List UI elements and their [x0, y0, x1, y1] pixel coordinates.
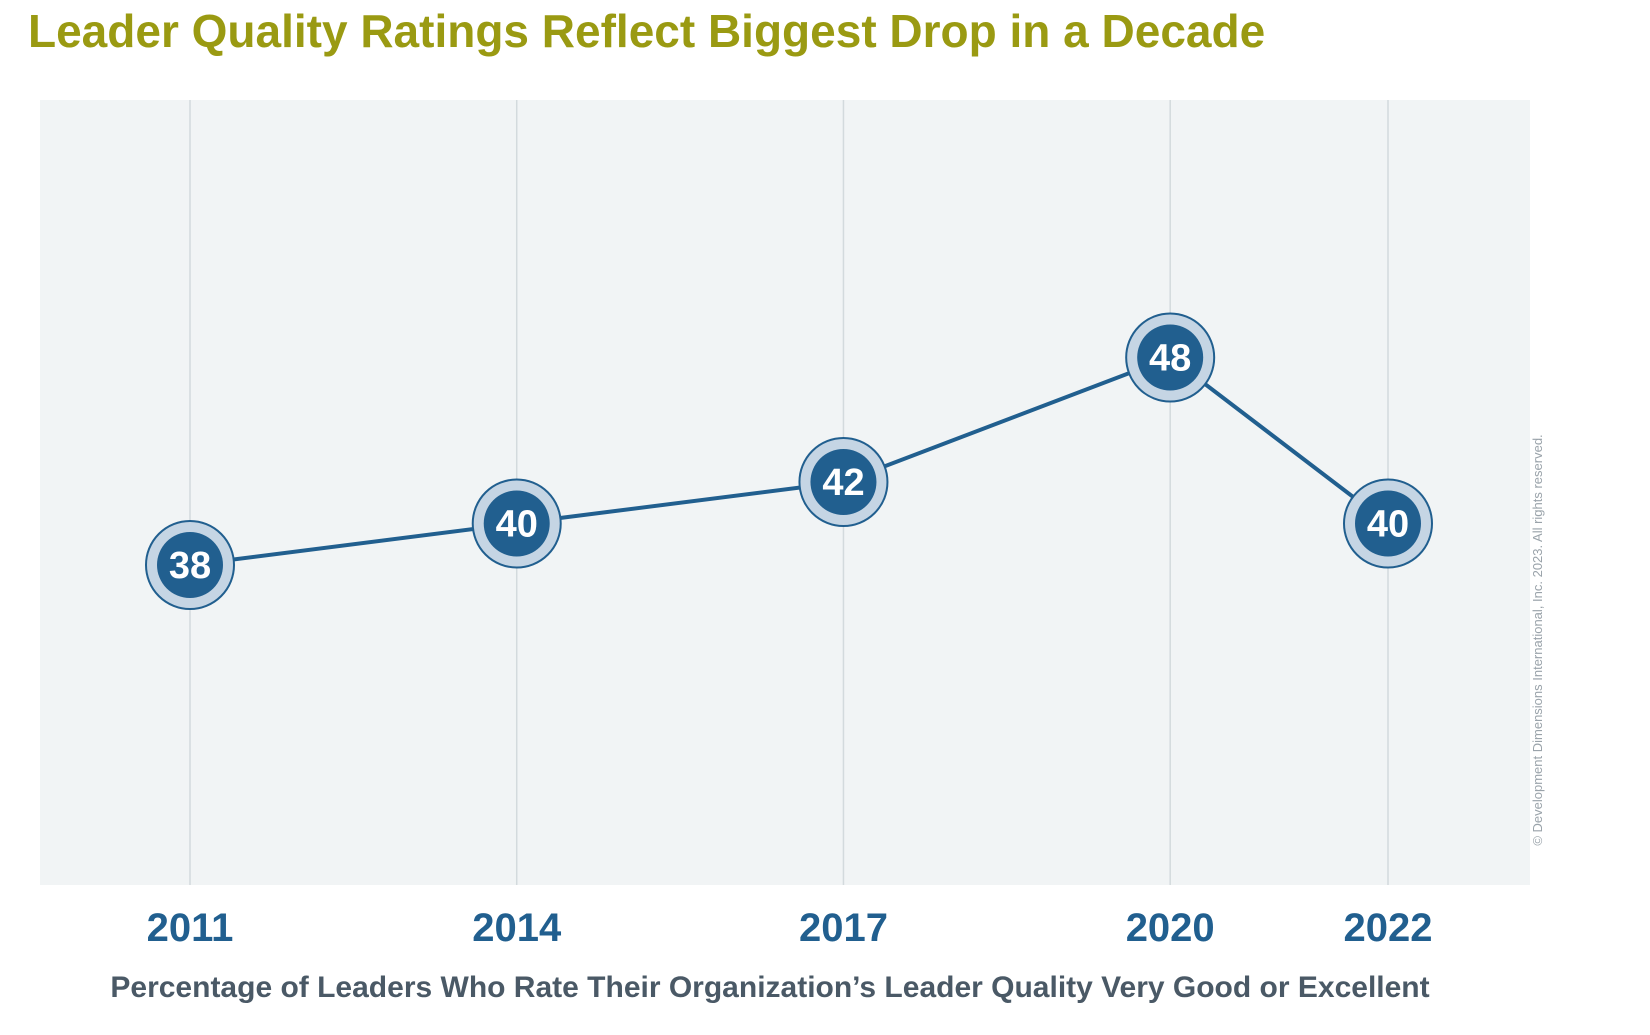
marker-dot — [810, 449, 877, 515]
data-point-2014: 40 — [471, 478, 562, 569]
x-tick-label-2020: 2020 — [1126, 906, 1215, 950]
copyright-notice: © Development Dimensions International, … — [1530, 434, 1545, 846]
data-label: 48 — [1149, 338, 1191, 380]
x-tick-label-2011: 2011 — [147, 906, 234, 950]
data-label: 42 — [822, 462, 864, 504]
data-point-2020: 48 — [1125, 312, 1216, 403]
line-chart: 38 40 42 48 40 2011 2014 2017 2020 2022 — [40, 100, 1530, 950]
x-tick-label-2022: 2022 — [1344, 906, 1433, 950]
plot-background — [40, 100, 1530, 885]
x-tick-label-2014: 2014 — [472, 906, 562, 950]
x-tick-label-2017: 2017 — [799, 906, 888, 950]
chart-title: Leader Quality Ratings Reflect Biggest D… — [28, 5, 1266, 57]
data-label: 38 — [169, 545, 211, 587]
data-point-2022: 40 — [1343, 478, 1433, 569]
data-point-2011: 38 — [145, 520, 235, 610]
marker-dot — [157, 532, 223, 598]
data-label: 40 — [1367, 504, 1409, 546]
data-point-2017: 42 — [798, 437, 889, 527]
marker-dot — [1137, 324, 1204, 391]
chart-subtitle: Percentage of Leaders Who Rate Their Org… — [110, 971, 1430, 1004]
data-label: 40 — [496, 504, 538, 546]
x-axis-tick-labels: 2011 2014 2017 2020 2022 — [147, 906, 1433, 950]
marker-dot — [1355, 490, 1421, 557]
data-markers: 38 40 42 48 40 — [145, 312, 1433, 610]
marker-dot — [483, 490, 550, 557]
